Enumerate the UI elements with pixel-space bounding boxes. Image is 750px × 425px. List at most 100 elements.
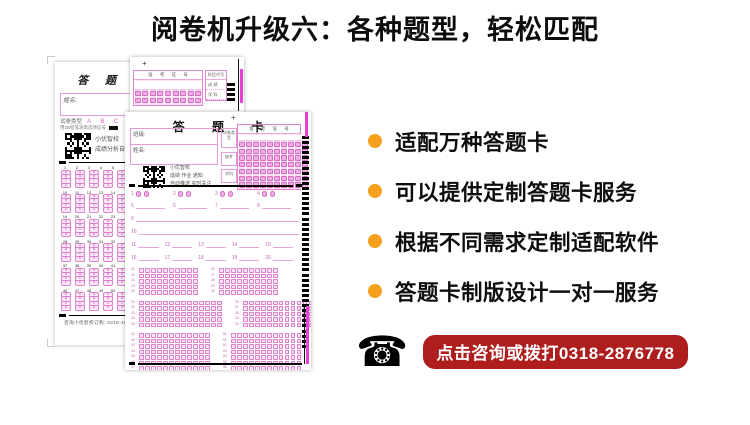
timing-mark (301, 309, 309, 313)
answer-bubble (192, 268, 198, 273)
answer-bubble (266, 349, 272, 354)
answer-bubble (168, 355, 174, 360)
grid-write-cell (179, 81, 187, 90)
contact-banner-button[interactable]: 点击咨询或拨打0318-2876778 (423, 335, 688, 369)
answer-bubble (260, 284, 266, 289)
bubble-group: 414243444546474849 (131, 333, 211, 370)
answer-bubble (162, 333, 168, 338)
qr-cell (143, 169, 145, 172)
answer-bubble (156, 338, 162, 343)
qr-cell (161, 169, 163, 172)
answer-bubble (248, 322, 254, 327)
answer-bubble (242, 279, 248, 284)
grid-bubble (245, 162, 252, 168)
grid-bubble (238, 155, 245, 161)
answer-bubble (230, 268, 236, 273)
absent-box: 缺考 (221, 152, 237, 166)
blank-item: 7 (215, 203, 257, 209)
timing-mark (301, 293, 309, 297)
answer-bubble (162, 306, 168, 311)
answer-bubble (204, 311, 210, 316)
answer-bubble (150, 306, 156, 311)
answer-bubble (254, 311, 260, 316)
answer-bubble (180, 306, 186, 311)
question-number: 45 (131, 354, 135, 359)
answer-bubble (272, 317, 278, 322)
answer-bubble (198, 311, 204, 316)
qr-cell (83, 154, 87, 157)
crop-mark (47, 56, 55, 64)
grid-write-cell (164, 81, 172, 90)
qr-cell (67, 135, 70, 138)
qr-cell (157, 181, 159, 184)
timing-mark (301, 334, 309, 338)
answer-bubble (284, 311, 290, 316)
class-label: 班级: (133, 132, 146, 138)
answer-bubble (180, 333, 186, 338)
question-number: 11 (131, 242, 137, 248)
qr-cell (143, 177, 145, 180)
qr-cell (72, 147, 75, 150)
subject-box: 学科 (221, 169, 237, 183)
answer-bubble (272, 279, 278, 284)
qr-cell (83, 151, 87, 155)
qr-code (143, 165, 165, 188)
qr-cell (145, 171, 147, 174)
bubble-row: 43 (131, 344, 211, 349)
timing-mark (301, 161, 309, 165)
grid-bubble (273, 168, 280, 175)
qr-cell (88, 156, 91, 159)
question-number: 44 (131, 348, 135, 353)
blank-item: 19 (232, 255, 266, 261)
bubble-row: 47 (131, 366, 211, 370)
answer-bubble (260, 355, 266, 360)
answer-bubble (156, 300, 162, 305)
answer-bubble (296, 317, 302, 322)
answer-bubble (260, 349, 266, 354)
answer-bubble (230, 349, 236, 354)
telephone-icon[interactable]: ☎ (356, 327, 409, 376)
feature-text: 答题卡制版设计一对一服务 (395, 280, 660, 305)
question-number: 38 (74, 263, 80, 269)
qr-cell (147, 171, 149, 174)
grid-bubble (238, 162, 245, 168)
timing-mark (301, 146, 309, 150)
qr-cell (83, 140, 87, 143)
qr-cell (86, 135, 89, 138)
answer-bubble (284, 349, 290, 354)
blank-line (219, 204, 249, 209)
timing-mark (227, 92, 235, 97)
grid-column (142, 80, 149, 105)
qr-cell (76, 133, 80, 136)
answer-bubble (180, 311, 186, 316)
grid-bubble (252, 141, 259, 147)
question-number: 4 (257, 191, 260, 197)
qr-cell (149, 171, 151, 174)
qr-cell (81, 149, 84, 152)
answer-bubble (230, 273, 236, 278)
answer-bubble (278, 349, 284, 354)
grid-bubble (252, 175, 259, 181)
answer-bubble (218, 273, 224, 278)
answer-bubble (162, 284, 168, 289)
blank-item: 6 (173, 203, 215, 209)
answer-bubble (174, 344, 180, 349)
answer-bubble (198, 322, 204, 327)
qr-cell (151, 171, 153, 174)
question-number: 42 (131, 337, 135, 342)
answer-bubble (308, 322, 311, 327)
qr-cell (79, 154, 82, 157)
qr-cell (151, 165, 153, 168)
answer-bubble (144, 349, 150, 354)
qr-cell (79, 137, 82, 141)
qr-cell (155, 169, 157, 172)
answer-bubble (150, 268, 156, 273)
question-number: 7 (215, 203, 218, 209)
qr-cell (65, 142, 68, 145)
qr-cell (74, 149, 77, 152)
answer-bubble (198, 333, 204, 338)
answer-bubble (162, 355, 168, 360)
answer-bubble (192, 317, 198, 322)
answer-bubble (180, 279, 186, 284)
